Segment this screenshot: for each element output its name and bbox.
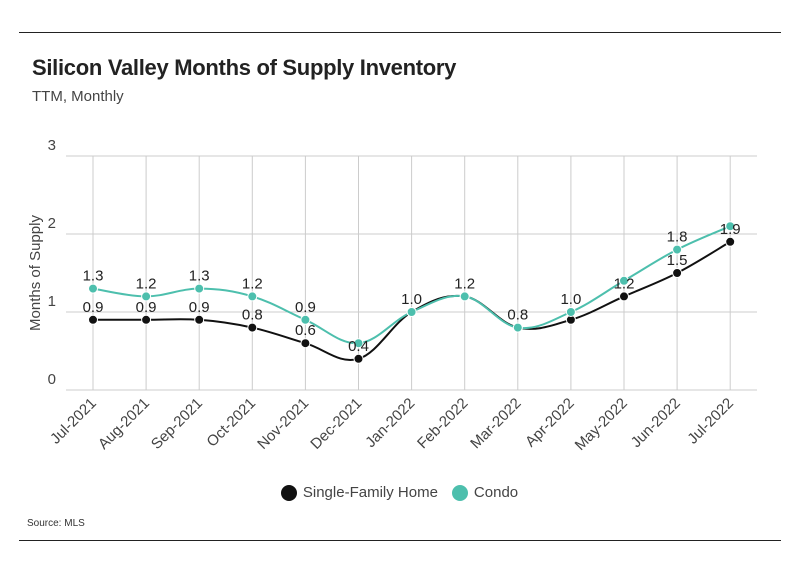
- y-tick-label: 3: [48, 137, 56, 154]
- chart-subtitle: TTM, Monthly: [32, 88, 124, 105]
- data-point-condo: [194, 283, 205, 294]
- data-point-single-family: [672, 268, 683, 278]
- data-point-single-family: [88, 314, 98, 325]
- data-label-single-family: 0.9: [136, 299, 157, 316]
- data-point-single-family: [247, 322, 258, 333]
- data-point-single-family: [619, 291, 629, 302]
- data-point-condo: [141, 291, 152, 302]
- x-tick-label: Jul-2021: [47, 395, 100, 448]
- data-point-condo: [619, 275, 629, 286]
- bottom-rule: [19, 540, 781, 541]
- data-point-condo: [247, 291, 258, 302]
- data-point-condo: [512, 322, 523, 333]
- data-label-single-family: 1.2: [454, 275, 475, 292]
- source-note: Source: MLS: [27, 518, 85, 529]
- legend-item-single-family: Single-Family Home: [280, 484, 438, 501]
- data-point-condo: [353, 338, 364, 349]
- data-point-condo: [88, 283, 98, 294]
- x-tick-label: Jun-2022: [628, 395, 684, 451]
- x-tick-label: Mar-2022: [467, 395, 524, 452]
- x-tick-label: Jul-2022: [684, 395, 737, 448]
- data-point-single-family: [725, 236, 736, 247]
- data-label-single-family: 1.9: [720, 221, 741, 238]
- data-label-condo: 1.8: [667, 229, 688, 246]
- data-point-condo: [672, 244, 683, 255]
- data-point-condo: [565, 307, 576, 317]
- x-tick-label: Nov-2021: [254, 395, 312, 453]
- top-rule: [19, 32, 781, 33]
- line-chart: 0 1 2 3 Jul-2021Aug-2021Sep-2021Oct-2021Nov-…: [27, 137, 757, 454]
- x-tick-label: Aug-2021: [95, 395, 153, 453]
- y-tick-label: 2: [48, 215, 56, 232]
- data-label-single-family: 1.2: [614, 275, 635, 292]
- data-point-single-family: [141, 314, 152, 325]
- x-tick-label: Oct-2021: [203, 395, 259, 451]
- data-label-single-family: 0.4: [348, 338, 369, 355]
- data-label-single-family: 0.9: [83, 299, 104, 316]
- y-tick-label: 1: [48, 293, 56, 310]
- data-label-single-family: 0.6: [295, 322, 316, 339]
- data-label-single-family: 0.8: [507, 307, 528, 324]
- data-label-single-family: 1.0: [401, 291, 422, 308]
- data-label-single-family: 1.5: [667, 252, 688, 269]
- y-tick-label: 0: [48, 371, 56, 388]
- legend-marker-single-family: [280, 484, 297, 501]
- data-label-single-family: 0.8: [242, 307, 263, 324]
- y-axis-label: Months of Supply: [27, 215, 44, 331]
- x-tick-label: Apr-2022: [522, 395, 578, 451]
- data-label-condo: 0.9: [295, 299, 316, 316]
- data-label-condo: 1.2: [136, 275, 157, 292]
- data-point-single-family: [353, 353, 364, 364]
- legend-marker-condo: [451, 484, 468, 501]
- x-tick-label: Sep-2021: [148, 395, 206, 453]
- data-point-condo: [300, 314, 311, 325]
- data-point-single-family: [300, 338, 311, 349]
- x-tick-label: Jan-2022: [362, 395, 418, 451]
- chart-title: Silicon Valley Months of Supply Inventor…: [32, 55, 457, 80]
- data-label-single-family: 0.9: [189, 299, 210, 316]
- legend-label-single-family: Single-Family Home: [302, 484, 438, 501]
- data-point-condo: [459, 291, 470, 302]
- x-tick-label: Dec-2021: [307, 395, 365, 453]
- chart-legend: Single-Family Home Condo: [0, 484, 799, 501]
- data-point-condo: [725, 221, 736, 232]
- legend-label-condo: Condo: [473, 484, 519, 501]
- data-label-condo: 1.2: [242, 275, 263, 292]
- legend-item-condo: Condo: [451, 484, 519, 501]
- data-point-single-family: [194, 314, 205, 325]
- data-label-condo: 1.0: [560, 291, 581, 308]
- data-point-condo: [406, 307, 417, 317]
- x-tick-label: Feb-2022: [414, 395, 471, 452]
- x-tick-label: May-2022: [572, 395, 631, 454]
- data-label-condo: 1.3: [189, 268, 210, 285]
- data-label-condo: 1.3: [83, 268, 104, 285]
